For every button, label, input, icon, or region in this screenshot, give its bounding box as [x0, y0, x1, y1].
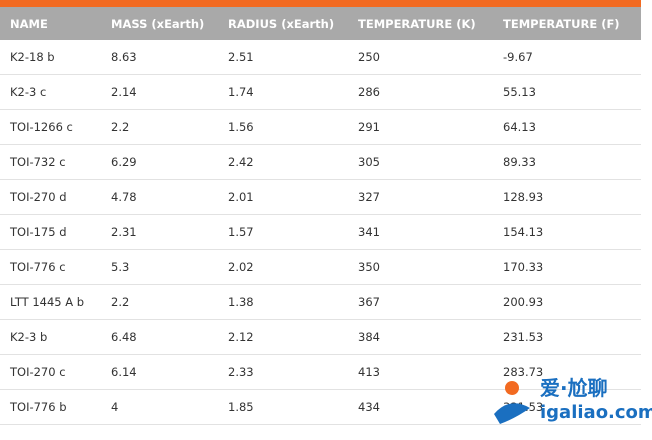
table-cell: LTT 1445 A b [0, 284, 101, 320]
table-row: TOI-270 c 6.14 2.33 413 283.73 [0, 354, 641, 390]
table-cell: 2.31 [101, 214, 218, 250]
table-cell: TOI-175 d [0, 214, 101, 250]
table-row: TOI-175 d 2.31 1.57 341 154.13 [0, 214, 641, 250]
table-row: K2-18 b 8.63 2.51 250 -9.67 [0, 40, 641, 75]
column-header: MASS (xEarth) [101, 7, 218, 40]
table-cell: 2.42 [218, 144, 348, 180]
table-row: K2-3 c 2.14 1.74 286 55.13 [0, 74, 641, 110]
table-cell: 231.53 [493, 319, 641, 355]
accent-bar [0, 0, 641, 7]
table-cell: 2.33 [218, 354, 348, 390]
table-cell: 4.78 [101, 179, 218, 215]
table-cell: -9.67 [493, 40, 641, 75]
table-cell: 413 [348, 354, 493, 390]
table-cell: 4 [101, 389, 218, 425]
column-header: TEMPERATURE (K) [348, 7, 493, 40]
table-row: LTT 1445 A b 2.2 1.38 367 200.93 [0, 284, 641, 320]
table-cell: 384 [348, 319, 493, 355]
planet-table: NAME MASS (xEarth) RADIUS (xEarth) TEMPERAT… [0, 7, 641, 425]
watermark: 爱·尬聊 igaliao.com [490, 372, 652, 432]
table-cell: 1.85 [218, 389, 348, 425]
table-cell: 305 [348, 144, 493, 180]
table-cell: TOI-270 d [0, 179, 101, 215]
table-cell: 341 [348, 214, 493, 250]
table-cell: 6.14 [101, 354, 218, 390]
table-row: TOI-270 d 4.78 2.01 327 128.93 [0, 179, 641, 215]
table-cell: 2.12 [218, 319, 348, 355]
table-cell: 6.48 [101, 319, 218, 355]
table-cell: 2.14 [101, 74, 218, 110]
table-row: TOI-776 b41.85434321.53 [0, 389, 641, 425]
table-cell: 2.2 [101, 284, 218, 320]
table-cell: 291 [348, 109, 493, 145]
table-cell: 2.01 [218, 179, 348, 215]
column-header: TEMPERATURE (F) [493, 7, 641, 40]
table-row: TOI-732 c 6.29 2.42 305 89.33 [0, 144, 641, 180]
table-cell: TOI-1266 c [0, 109, 101, 145]
table-cell: 5.3 [101, 249, 218, 285]
watermark-site: igaliao.com [540, 402, 652, 423]
table-cell: 128.93 [493, 179, 641, 215]
table-cell: 367 [348, 284, 493, 320]
watermark-logo [494, 381, 530, 424]
table-cell: 6.29 [101, 144, 218, 180]
table-cell: 2.02 [218, 249, 348, 285]
table-row: TOI-776 c 5.3 2.02 350 170.33 [0, 249, 641, 285]
column-header: NAME [0, 7, 101, 40]
table-cell: 350 [348, 249, 493, 285]
table-cell: 250 [348, 40, 493, 75]
table-cell: 327 [348, 179, 493, 215]
table-cell: 200.93 [493, 284, 641, 320]
table-cell: 154.13 [493, 214, 641, 250]
table-cell: 1.74 [218, 74, 348, 110]
table-cell: K2-3 c [0, 74, 101, 110]
table-cell: 55.13 [493, 74, 641, 110]
table-cell: K2-18 b [0, 40, 101, 75]
table-cell: 2.51 [218, 40, 348, 75]
table-cell: 89.33 [493, 144, 641, 180]
table-cell: K2-3 b [0, 319, 101, 355]
table-cell: 434 [348, 389, 493, 425]
header-row: NAME MASS (xEarth) RADIUS (xEarth) TEMPERAT… [0, 7, 641, 40]
table-cell: TOI-270 c [0, 354, 101, 390]
table-cell: 1.57 [218, 214, 348, 250]
table-row: K2-3 b 6.48 2.12 384 231.53 [0, 319, 641, 355]
watermark-title: 爱·尬聊 [540, 376, 608, 400]
table-cell: TOI-732 c [0, 144, 101, 180]
column-header: RADIUS (xEarth) [218, 7, 348, 40]
table-row: TOI-1266 c 2.2 1.56 291 64.13 [0, 109, 641, 145]
table-body: K2-18 b 8.63 2.51 250 -9.67 K2-3 c 2.14 1.74 286… [0, 40, 641, 425]
table-cell: 8.63 [101, 40, 218, 75]
table-cell: 170.33 [493, 249, 641, 285]
table-cell: 286 [348, 74, 493, 110]
table-cell: 64.13 [493, 109, 641, 145]
table-cell: 2.2 [101, 109, 218, 145]
table-cell: TOI-776 b [0, 389, 101, 425]
table-cell: 1.56 [218, 109, 348, 145]
table-cell: 1.38 [218, 284, 348, 320]
table-cell: TOI-776 c [0, 249, 101, 285]
